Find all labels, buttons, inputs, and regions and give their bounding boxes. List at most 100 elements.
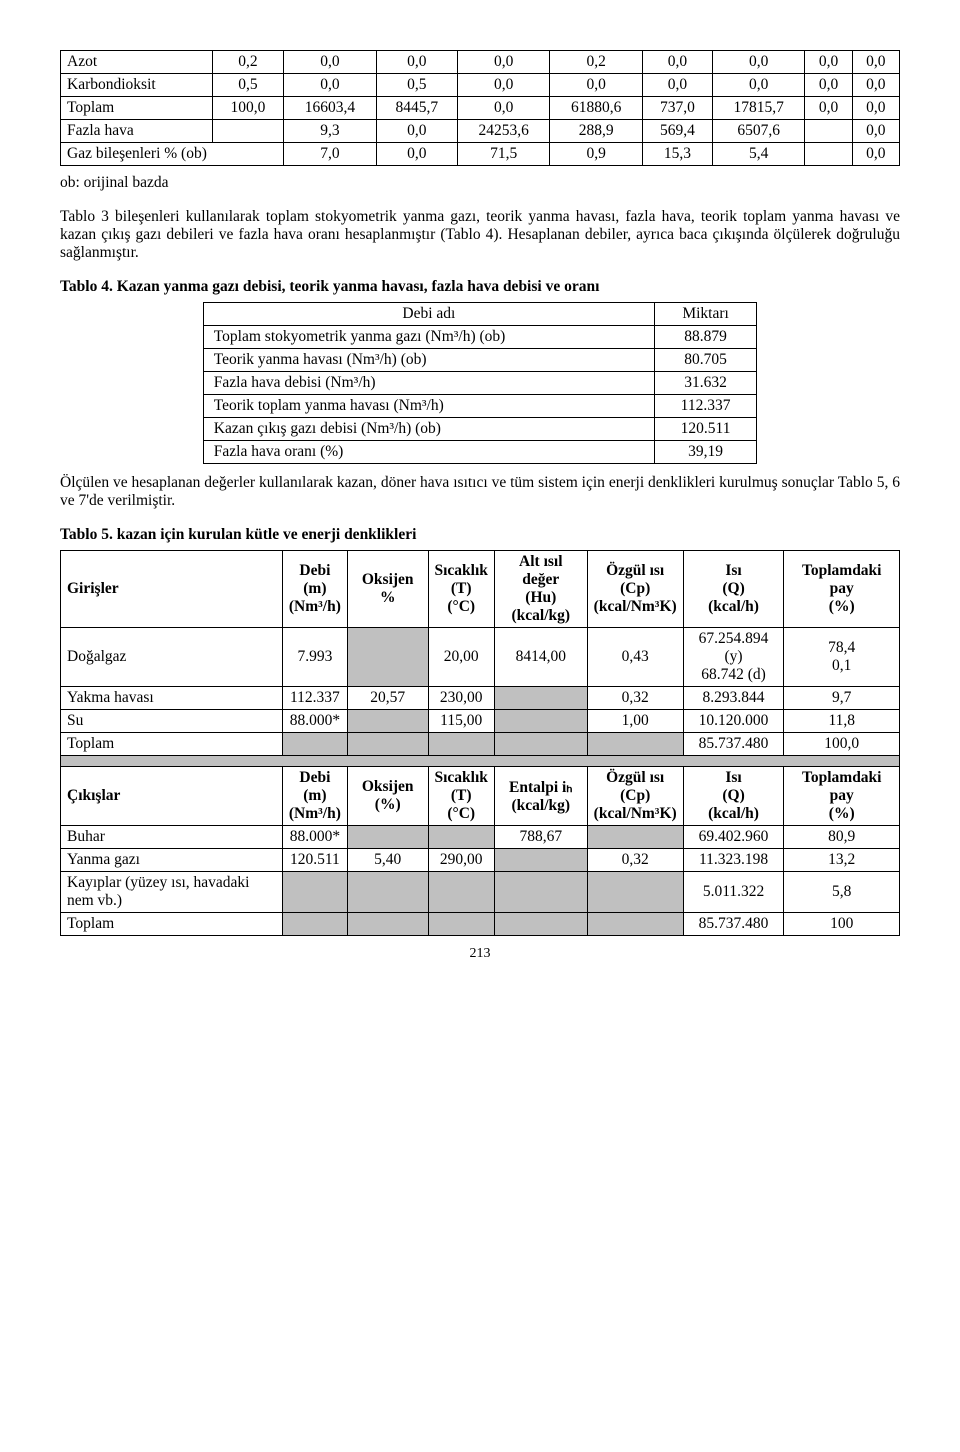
table-cell: 9,7: [784, 687, 900, 710]
table-row-label: Yanma gazı: [61, 849, 283, 872]
table-cell: 120.511: [654, 418, 756, 441]
note-ob: ob: orijinal bazda: [60, 174, 900, 192]
table-cell: 39,19: [654, 441, 756, 464]
table-cell: [347, 710, 428, 733]
table-header-cell: Özgül ısı(Cp)(kcal/Nm³K): [587, 551, 683, 628]
separator-row: [61, 756, 900, 767]
table-header-cell: Debi adı: [203, 303, 654, 326]
table-cell: 7,0: [284, 143, 377, 166]
table-cell: 0,2: [212, 51, 283, 74]
paragraph-2: Ölçülen ve hesaplanan değerler kullanıla…: [60, 474, 900, 510]
table4-caption: Tablo 4. Kazan yanma gazı debisi, teorik…: [60, 278, 900, 296]
table-header-cell: Debi(m)(Nm³/h): [282, 551, 347, 628]
table-row-label: Toplam: [61, 97, 213, 120]
table-cell: 6507,6: [712, 120, 805, 143]
table-row-label: Kayıplar (yüzey ısı, havadaki nem vb.): [61, 872, 283, 913]
table-cell: [347, 872, 428, 913]
table4: Debi adıMiktarıToplam stokyometrik yanma…: [203, 302, 757, 464]
page-number: 213: [60, 946, 900, 962]
table-cell: [587, 913, 683, 936]
table-cell: 61880,6: [550, 97, 643, 120]
table-cell: [347, 628, 428, 687]
table-cell: 0,0: [284, 51, 377, 74]
table-cell: 8.293.844: [683, 687, 784, 710]
table-cell: 0,0: [376, 120, 457, 143]
table-cell: 0,2: [550, 51, 643, 74]
table-cell: 0,0: [284, 74, 377, 97]
table-cell: Teorik yanma havası (Nm³/h) (ob): [203, 349, 654, 372]
table-cell: 0,0: [550, 74, 643, 97]
table-cell: [494, 872, 587, 913]
table-row-label: Toplam: [61, 913, 283, 936]
table-header-cell: Alt ısıl değer(Hu)(kcal/kg): [494, 551, 587, 628]
table-cell: 0,0: [852, 97, 899, 120]
table-cell: 0,0: [712, 51, 805, 74]
table-cell: 7.993: [282, 628, 347, 687]
table-cell: 13,2: [784, 849, 900, 872]
table-header-cell: Oksijen %: [347, 551, 428, 628]
table-cell: 0,0: [852, 51, 899, 74]
table-header-cell: Miktarı: [654, 303, 756, 326]
table-row-label: Karbondioksit: [61, 74, 213, 97]
table-cell: 288,9: [550, 120, 643, 143]
table-cell: [587, 733, 683, 756]
table-header-cell: Isı(Q)(kcal/h): [683, 767, 784, 826]
table-cell: 0,32: [587, 687, 683, 710]
table-cell: 8414,00: [494, 628, 587, 687]
table-cell: 31.632: [654, 372, 756, 395]
table-row-label: Toplam: [61, 733, 283, 756]
table-row-label: Buhar: [61, 826, 283, 849]
table-cell: 1,00: [587, 710, 683, 733]
table-row-label: Fazla hava: [61, 120, 213, 143]
table-cell: 112.337: [654, 395, 756, 418]
table-cell: 17815,7: [712, 97, 805, 120]
table5: GirişlerDebi(m)(Nm³/h)Oksijen %Sıcaklık(…: [60, 550, 900, 936]
table-cell: 0,5: [212, 74, 283, 97]
table-cell: 0,0: [805, 97, 852, 120]
table-cell: [282, 872, 347, 913]
paragraph-1: Tablo 3 bileşenleri kullanılarak toplam …: [60, 208, 900, 262]
table-cell: 788,67: [494, 826, 587, 849]
table-cell: 0,0: [852, 143, 899, 166]
table-cell: 9,3: [284, 120, 377, 143]
table-cell: 0,0: [805, 74, 852, 97]
table-cell: [494, 733, 587, 756]
table5-caption: Tablo 5. kazan için kurulan kütle ve ene…: [60, 526, 900, 544]
table-cell: [347, 826, 428, 849]
table-cell: [587, 872, 683, 913]
table-cell: Kazan çıkış gazı debisi (Nm³/h) (ob): [203, 418, 654, 441]
table-cell: 88.879: [654, 326, 756, 349]
table-cell: 0,5: [376, 74, 457, 97]
table-cell: [428, 826, 494, 849]
table-cell: 11,8: [784, 710, 900, 733]
table-cell: 15,3: [642, 143, 712, 166]
table-composition: Azot0,20,00,00,00,20,00,00,00,0Karbondio…: [60, 50, 900, 166]
table-cell: [805, 143, 852, 166]
table-cell: 0,0: [376, 51, 457, 74]
table-cell: 5,8: [784, 872, 900, 913]
table-cell: [428, 733, 494, 756]
table-cell: 112.337: [282, 687, 347, 710]
table-row-label: Yakma havası: [61, 687, 283, 710]
table-cell: 0,9: [550, 143, 643, 166]
table-cell: 5,4: [712, 143, 805, 166]
table-header-cell: Isı(Q)(kcal/h): [683, 551, 784, 628]
table-cell: [282, 913, 347, 936]
table-cell: Fazla hava oranı (%): [203, 441, 654, 464]
table-cell: 100,0: [784, 733, 900, 756]
table-cell: 0,0: [642, 74, 712, 97]
table-header-cell: Sıcaklık(T)(°C): [428, 767, 494, 826]
table-cell: 100,0: [212, 97, 283, 120]
table-row-label: Su: [61, 710, 283, 733]
table-cell: 0,0: [376, 143, 457, 166]
table-cell: [494, 849, 587, 872]
table-row-label: Doğalgaz: [61, 628, 283, 687]
table-cell: 230,00: [428, 687, 494, 710]
table-cell: 11.323.198: [683, 849, 784, 872]
table-cell: 569,4: [642, 120, 712, 143]
table-cell: 80.705: [654, 349, 756, 372]
table-cell: [347, 913, 428, 936]
table-header-cell: Toplamdaki pay(%): [784, 767, 900, 826]
table-cell: 0,43: [587, 628, 683, 687]
table-cell: [347, 733, 428, 756]
